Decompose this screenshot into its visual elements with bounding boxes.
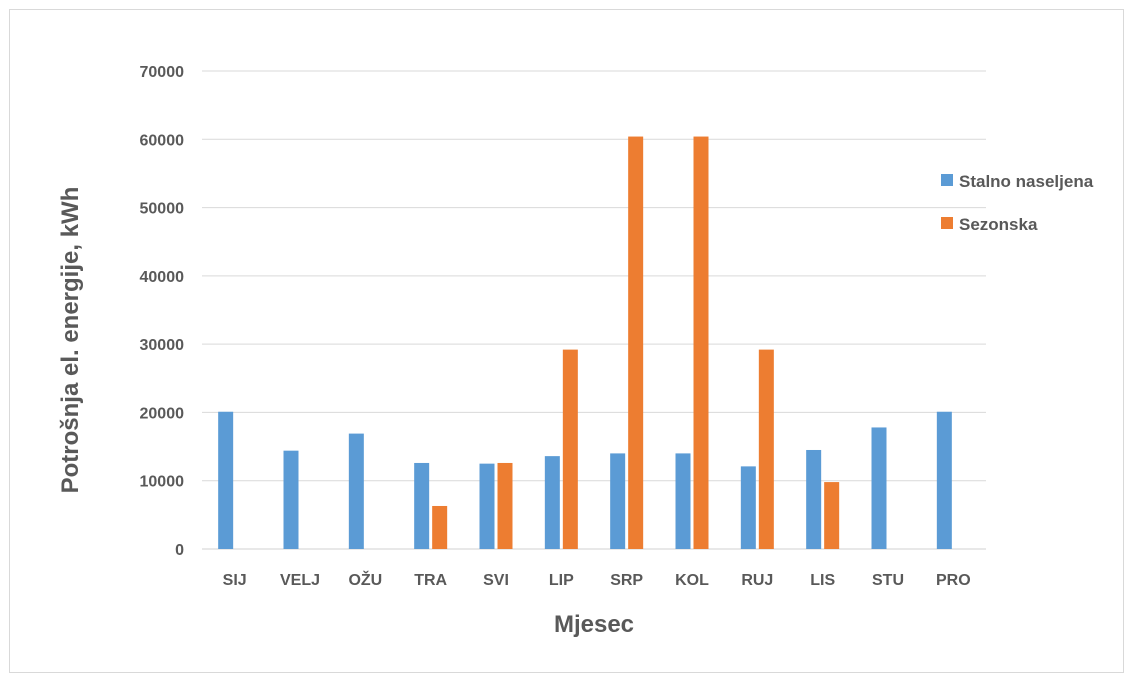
bar-stalno-naseljena-velj: [284, 451, 299, 549]
bar-stalno-naseljena-tra: [414, 463, 429, 549]
legend-swatch-stalno-naseljena: [941, 174, 953, 186]
bar-stalno-naseljena-sij: [218, 412, 233, 549]
bar-stalno-naseljena-srp: [610, 453, 625, 549]
y-axis-ticks: 0 10000 20000 30000 40000 50000 60000 70000: [140, 64, 185, 559]
x-tick-label: LIP: [549, 572, 574, 589]
bar-stalno-naseljena-ožu: [349, 434, 364, 549]
x-tick-label: SIJ: [223, 572, 247, 589]
x-tick-label: TRA: [414, 572, 447, 589]
gridlines: [202, 71, 986, 549]
legend-label-sezonska: Sezonska: [959, 215, 1038, 234]
bar-sezonska-ruj: [759, 350, 774, 549]
legend-swatch-sezonska: [941, 217, 953, 229]
bar-stalno-naseljena-pro: [937, 412, 952, 549]
y-tick-label: 20000: [140, 405, 185, 422]
bar-sezonska-lip: [563, 350, 578, 549]
bar-sezonska-svi: [498, 463, 513, 549]
y-tick-label: 10000: [140, 474, 185, 491]
x-axis-ticks: SIJ VELJ OŽU TRA SVI LIP SRP KOL RUJ LIS STU PRO: [223, 570, 971, 589]
x-tick-label: SVI: [483, 572, 509, 589]
x-axis-title: Mjesec: [554, 611, 634, 638]
x-tick-label: VELJ: [280, 572, 320, 589]
bar-sezonska-tra: [432, 506, 447, 549]
x-tick-label: SRP: [610, 572, 643, 589]
bar-sezonska-kol: [694, 137, 709, 549]
x-tick-label: STU: [872, 572, 904, 589]
legend-label-stalno-naseljena: Stalno naseljena: [959, 172, 1094, 191]
bar-sezonska-srp: [628, 137, 643, 549]
bar-stalno-naseljena-kol: [676, 453, 691, 549]
legend: Stalno naseljena Sezonska: [941, 172, 1094, 234]
x-tick-label: OŽU: [348, 570, 382, 589]
y-tick-label: 70000: [140, 64, 185, 81]
bar-sezonska-lis: [824, 482, 839, 549]
x-tick-label: RUJ: [741, 572, 773, 589]
y-tick-label: 40000: [140, 269, 185, 286]
x-tick-label: LIS: [810, 572, 835, 589]
x-tick-label: KOL: [675, 572, 709, 589]
bar-stalno-naseljena-svi: [480, 464, 495, 549]
y-tick-label: 50000: [140, 201, 185, 218]
x-tick-label: PRO: [936, 572, 971, 589]
bar-stalno-naseljena-ruj: [741, 466, 756, 549]
y-tick-label: 0: [175, 542, 184, 559]
bar-stalno-naseljena-lis: [806, 450, 821, 549]
bar-stalno-naseljena-stu: [872, 427, 887, 549]
y-axis-title: Potrošnja el. energije, kWh: [57, 187, 84, 494]
bars: [218, 137, 952, 549]
y-tick-label: 30000: [140, 337, 185, 354]
bar-stalno-naseljena-lip: [545, 456, 560, 549]
y-tick-label: 60000: [140, 132, 185, 149]
